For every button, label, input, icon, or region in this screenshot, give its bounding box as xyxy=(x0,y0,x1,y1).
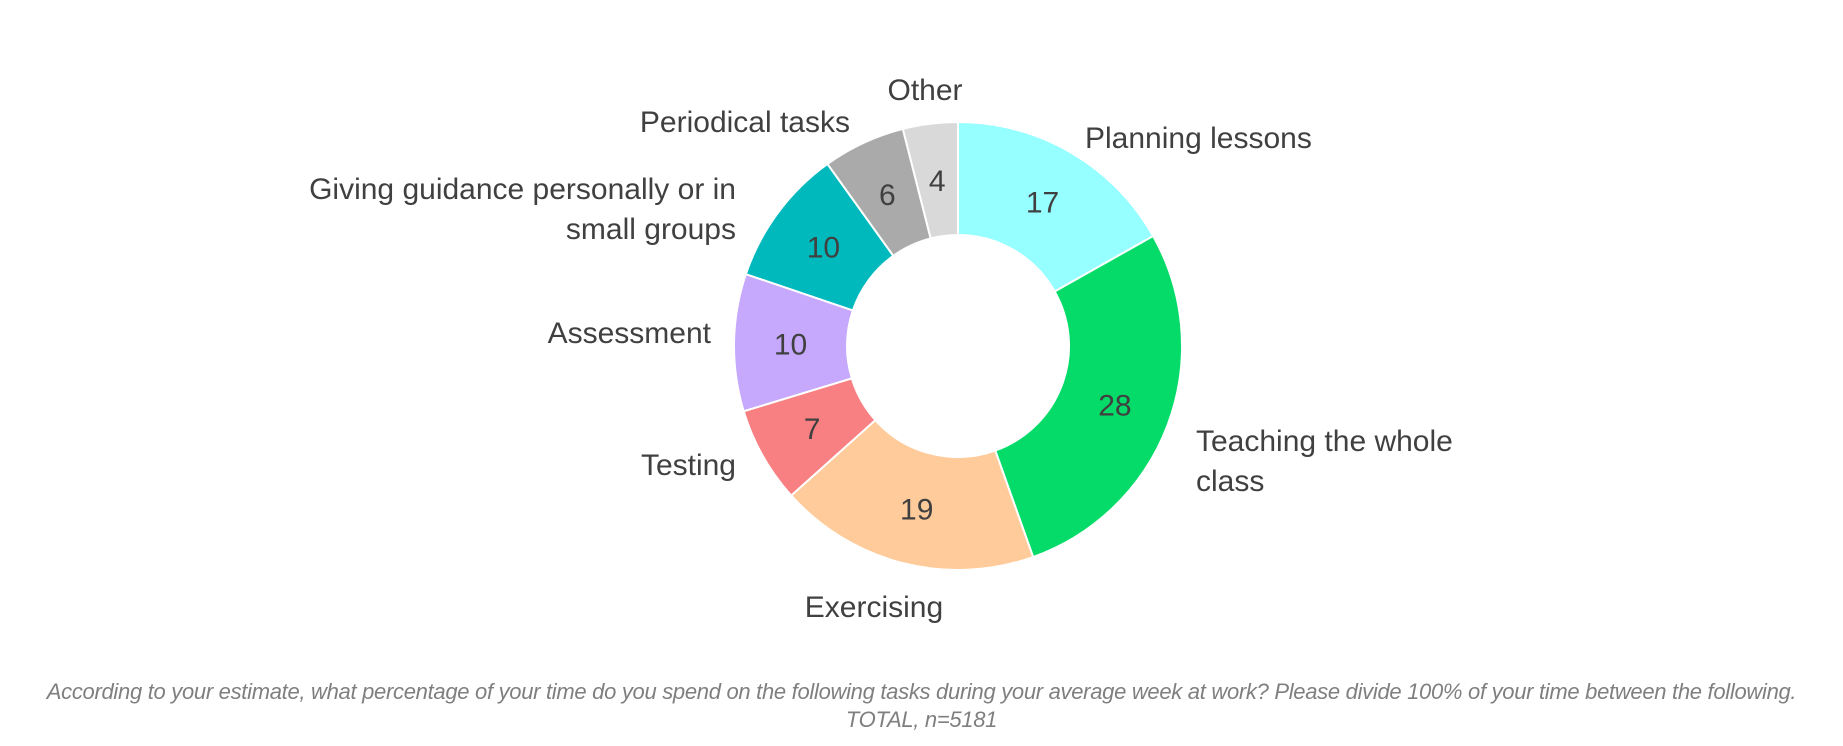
value-label-planning-lessons: 17 xyxy=(1026,186,1059,219)
category-label-line: Testing xyxy=(641,449,736,482)
slice-teaching-the-whole-class xyxy=(993,234,1183,559)
category-label-line: Exercising xyxy=(805,591,943,624)
category-label-assessment: Assessment xyxy=(548,317,712,350)
slice-exercising xyxy=(789,418,1035,571)
category-label-line: Giving guidance personally or in xyxy=(309,173,736,206)
category-label-exercising: Exercising xyxy=(805,591,943,624)
value-label-giving-guidance-personally-or-in-small-groups: 10 xyxy=(807,231,840,264)
category-label-line: class xyxy=(1196,465,1264,498)
slice-planning-lessons xyxy=(957,120,1155,293)
category-label-line: small groups xyxy=(566,213,736,246)
footnote: According to your estimate, what percent… xyxy=(0,678,1843,734)
category-label-planning-lessons: Planning lessons xyxy=(1085,122,1312,155)
category-label-other: Other xyxy=(887,74,962,107)
slice-other xyxy=(901,120,959,240)
value-label-teaching-the-whole-class: 28 xyxy=(1098,390,1131,423)
value-label-assessment: 10 xyxy=(774,328,807,361)
category-label-periodical-tasks: Periodical tasks xyxy=(640,106,850,139)
value-labels: 17 28 19 7 10 10 6 4 xyxy=(774,165,1132,527)
category-label-line: Other xyxy=(887,74,962,107)
footnote-question: According to your estimate, what percent… xyxy=(46,679,1797,704)
value-label-periodical-tasks: 6 xyxy=(879,179,896,212)
category-label-giving-guidance-personally-or-in-small-groups: Giving guidance personally or in small gr… xyxy=(309,173,736,246)
category-label-line: Planning lessons xyxy=(1085,122,1312,155)
value-label-other: 4 xyxy=(929,165,946,198)
category-label-testing: Testing xyxy=(641,449,736,482)
footnote-sample: TOTAL, n=5181 xyxy=(845,707,998,732)
category-label-line: Teaching the whole xyxy=(1196,425,1453,458)
category-label-teaching-the-whole-class: Teaching the whole class xyxy=(1196,425,1453,498)
category-label-line: Assessment xyxy=(548,317,712,350)
donut-slices xyxy=(733,120,1183,571)
category-label-line: Periodical tasks xyxy=(640,106,850,139)
value-label-testing: 7 xyxy=(804,413,821,446)
value-label-exercising: 19 xyxy=(900,493,933,526)
category-labels: Planning lessons Teaching the whole class E… xyxy=(309,74,1453,624)
